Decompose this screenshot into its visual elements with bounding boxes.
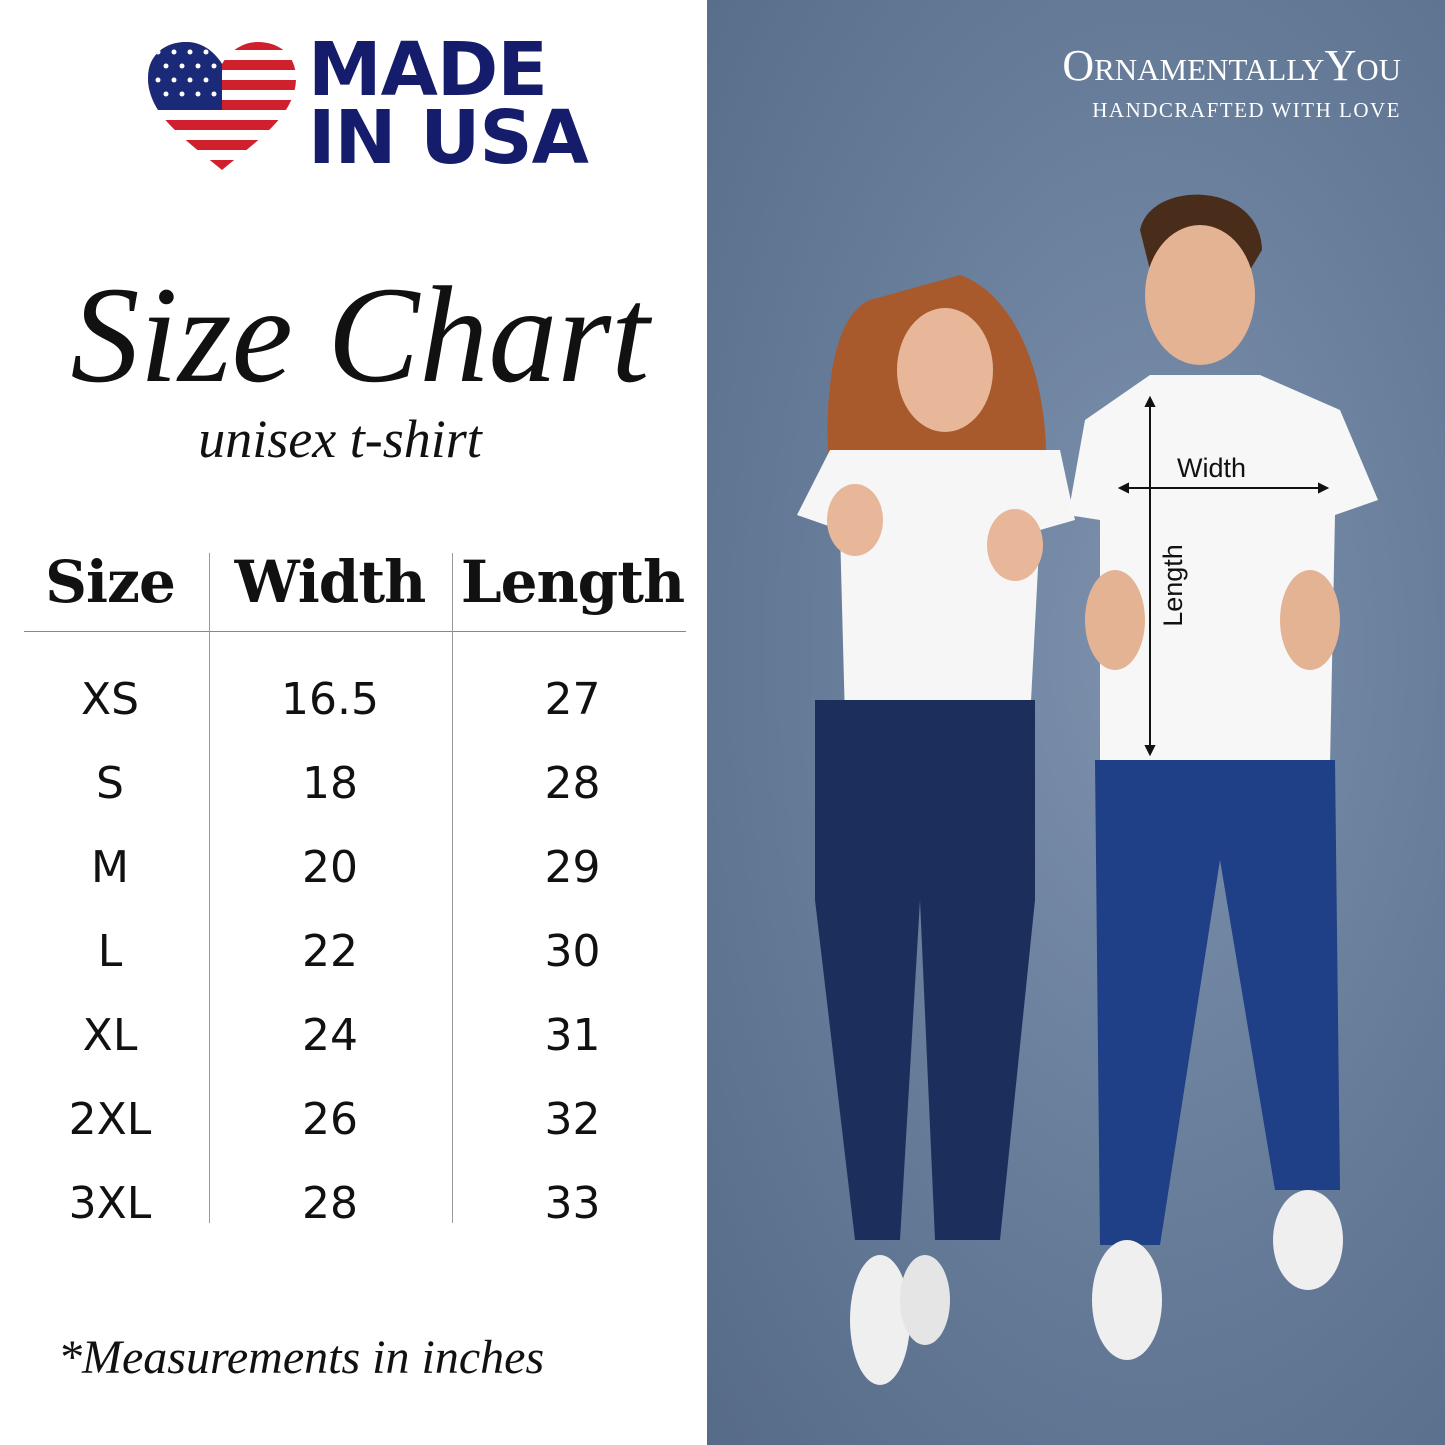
width-cell: 20: [302, 842, 358, 893]
length-label: Length: [1157, 544, 1188, 627]
footnote: *Measurements in inches: [58, 1331, 545, 1384]
column-divider: [209, 553, 210, 1223]
size-cell: 2XL: [68, 1094, 152, 1145]
width-cell: 26: [302, 1094, 358, 1145]
header-divider: [24, 631, 686, 632]
badge-line1: MADE: [308, 27, 548, 113]
length-cell: 32: [544, 1094, 601, 1145]
size-chart-panel: MADE IN USA Size Chart unisex t-shirt Si…: [0, 0, 707, 1445]
width-cell: 28: [302, 1178, 358, 1229]
size-cell: L: [97, 926, 123, 977]
column-divider: [452, 553, 453, 1223]
header-length: Length: [460, 548, 685, 616]
length-cell: 28: [544, 758, 601, 809]
length-cell: 31: [544, 1010, 601, 1061]
made-in-usa-badge: MADE IN USA: [308, 27, 589, 181]
width-cell: 24: [302, 1010, 358, 1061]
page-title: Size Chart: [70, 258, 650, 411]
width-cell: 18: [302, 758, 358, 809]
size-cell: XL: [82, 1010, 138, 1061]
width-label: Width: [1177, 453, 1247, 483]
width-cell: 16.5: [281, 674, 379, 725]
length-cell: 30: [544, 926, 601, 977]
width-cell: 22: [302, 926, 358, 977]
page-subtitle: unisex t-shirt: [198, 409, 482, 469]
header-size: Size: [45, 548, 176, 616]
brand-tagline: HANDCRAFTED WITH LOVE: [1092, 98, 1401, 122]
size-cell: XS: [80, 674, 140, 725]
size-cell: 3XL: [68, 1178, 152, 1229]
models-illustration: [797, 194, 1378, 1385]
usa-heart-flag-icon: [148, 42, 296, 170]
brand-logo: OrnamentallyYou: [1062, 41, 1401, 90]
size-cell: M: [91, 842, 129, 893]
length-cell: 27: [544, 674, 601, 725]
length-cell: 33: [544, 1178, 601, 1229]
badge-line2: IN USA: [308, 95, 589, 181]
length-cell: 29: [544, 842, 601, 893]
size-cell: S: [96, 758, 124, 809]
header-width: Width: [234, 548, 427, 616]
model-photo: OrnamentallyYou HANDCRAFTED WITH LOVE Wi…: [707, 0, 1445, 1445]
